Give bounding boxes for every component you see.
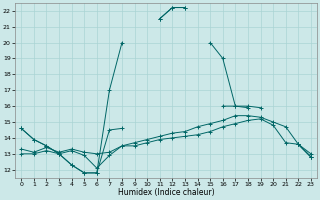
X-axis label: Humidex (Indice chaleur): Humidex (Indice chaleur)	[118, 188, 214, 197]
